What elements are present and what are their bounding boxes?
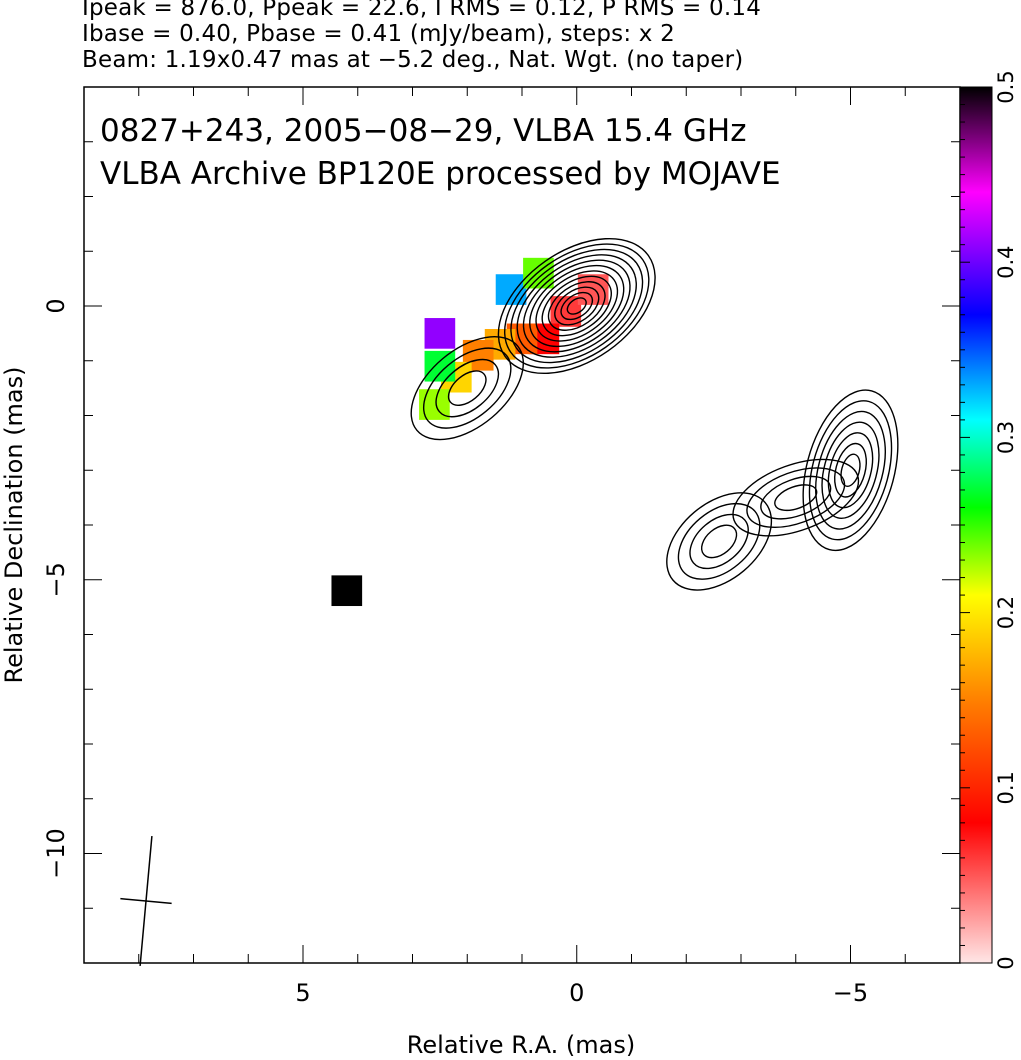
contour-outer-knot-mid: [774, 484, 818, 512]
x-tick-label: 5: [295, 979, 310, 1007]
contour-core: [554, 286, 600, 326]
colorbar-label: 0.1: [994, 771, 1018, 804]
y-tick-label: 0: [42, 298, 70, 313]
colorbar-label: 0.4: [994, 245, 1018, 278]
contour-outer-knot-east: [666, 492, 773, 591]
contour-outer-knot-west: [840, 453, 861, 487]
chart-title: 0827+243, 2005−08−29, VLBA 15.4 GHz: [100, 113, 746, 149]
header-stats-line: Ipeak = 876.0, Ppeak = 22.6, I RMS = 0.1…: [82, 0, 762, 21]
contour-core: [497, 237, 656, 375]
contour-outer-knot-west: [821, 421, 880, 520]
contour-outer-knot-west: [827, 432, 874, 509]
y-tick-label: −5: [42, 562, 70, 597]
contour-inner-jet: [435, 358, 500, 418]
colorbar-label: 0: [994, 956, 1018, 969]
header-base-line: Ibase = 0.40, Pbase = 0.41 (mJy/beam), s…: [82, 21, 675, 47]
contour-inner-jet: [447, 370, 487, 406]
contour-outer-knot-east: [677, 502, 761, 580]
contour-outer-knot-mid: [732, 458, 860, 537]
contour-outer-knot-west: [815, 410, 886, 530]
contour-outer-knot-east: [689, 513, 749, 570]
contour-core: [547, 281, 606, 331]
contour-core: [566, 297, 587, 315]
contour-inner-jet: [422, 347, 512, 429]
x-tick-label: −5: [833, 979, 868, 1007]
contour-outer-knot-west: [834, 442, 867, 498]
colorbar-label: 0.3: [994, 421, 1018, 454]
contour-outer-knot-mid: [746, 467, 846, 529]
contour-outer-knot-west: [802, 389, 899, 552]
axis-ticks: 5 0 −5 0 −5 −10: [42, 86, 961, 1007]
colorbar-label: 0.5: [994, 70, 1018, 103]
y-tick-label: −10: [42, 828, 70, 879]
contour-layer: [410, 237, 899, 591]
polarization-pixel: [424, 318, 456, 349]
contour-core: [516, 254, 637, 358]
y-axis-label: Relative Declination (mas): [0, 366, 28, 683]
polarization-pixel: [331, 575, 363, 607]
contour-outer-knot-mid: [760, 475, 832, 520]
contour-core: [503, 243, 650, 369]
polarization-pixel: [424, 350, 456, 382]
header-beam-line: Beam: 1.19x0.47 mas at −5.2 deg., Nat. W…: [82, 47, 744, 73]
contour-core: [529, 264, 625, 348]
beam-minor-axis: [120, 897, 172, 905]
contour-outer-knot-east: [700, 524, 738, 559]
colorbar-label: 0.2: [994, 596, 1018, 629]
x-axis-label: Relative R.A. (mas): [407, 1031, 635, 1059]
contour-core: [541, 275, 612, 337]
colorbar-ticks: 0 0.1 0.2 0.3 0.4 0.5: [960, 70, 1018, 970]
chart-subtitle: VLBA Archive BP120E processed by MOJAVE: [100, 156, 781, 192]
contour-core: [560, 291, 594, 321]
contour-core: [510, 248, 644, 364]
contour-core: [535, 270, 619, 342]
contour-inner-jet: [410, 335, 524, 441]
contour-core: [522, 259, 631, 353]
beam-marker: [120, 836, 172, 966]
x-tick-label: 0: [569, 979, 584, 1007]
